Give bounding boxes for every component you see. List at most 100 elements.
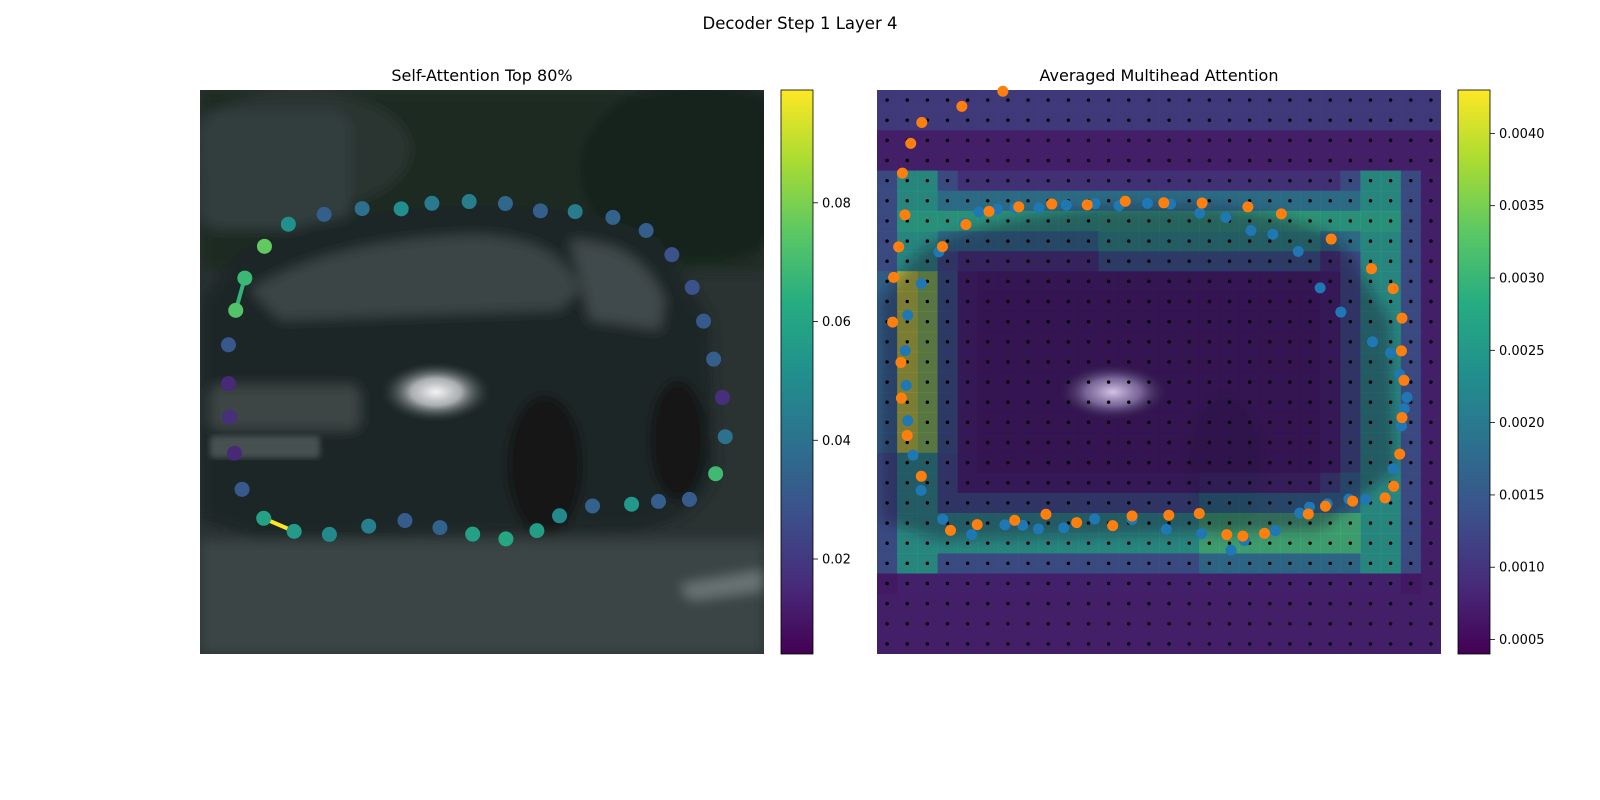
grid-dot <box>1227 279 1232 284</box>
grid-dot <box>1006 98 1010 102</box>
grid-dot <box>1006 400 1010 404</box>
grid-dot <box>1187 400 1191 404</box>
grid-dot <box>1308 340 1312 344</box>
reference-point <box>1387 283 1399 295</box>
grid-dot <box>1106 340 1111 344</box>
grid-dot <box>1066 360 1071 364</box>
grid-dot <box>885 279 889 284</box>
reference-point <box>971 519 983 531</box>
reference-point <box>905 137 917 149</box>
grid-dot <box>1026 561 1030 566</box>
grid-dot <box>965 239 970 243</box>
grid-dot <box>986 259 990 263</box>
grid-dot <box>1409 561 1413 566</box>
grid-dot <box>1227 138 1232 143</box>
reference-point <box>945 524 957 536</box>
grid-dot <box>1207 138 1212 143</box>
grid-dot <box>1207 239 1212 243</box>
grid-dot <box>1006 219 1010 223</box>
grid-dot <box>1268 259 1272 263</box>
grid-dot <box>965 481 970 485</box>
grid-dot <box>1247 481 1252 485</box>
reference-point <box>1009 514 1021 526</box>
grid-dot <box>986 279 990 284</box>
grid-dot <box>1046 219 1050 223</box>
grid-dot <box>945 138 950 143</box>
grid-dot <box>1207 581 1212 586</box>
grid-dot <box>1127 98 1131 102</box>
grid-dot <box>1147 178 1151 183</box>
grid-dot <box>1227 158 1232 163</box>
grid-dot <box>1026 481 1030 485</box>
grid-dot <box>1066 279 1071 284</box>
grid-dot <box>885 481 889 485</box>
attention-point <box>397 513 413 529</box>
reference-point <box>1267 228 1279 240</box>
grid-dot <box>1328 460 1332 465</box>
grid-dot <box>1328 219 1332 223</box>
grid-dot <box>986 460 990 465</box>
grid-dot <box>1227 440 1232 445</box>
grid-dot <box>945 219 950 223</box>
grid-dot <box>1147 138 1151 143</box>
grid-dot <box>1247 340 1252 344</box>
grid-dot <box>945 420 950 425</box>
grid-dot <box>885 420 889 425</box>
grid-dot <box>1147 158 1151 163</box>
grid-dot <box>1086 420 1091 425</box>
grid-dot <box>1026 622 1030 626</box>
grid-dot <box>1348 380 1353 384</box>
reference-point <box>1396 412 1408 424</box>
grid-dot <box>1147 239 1151 243</box>
grid-dot <box>925 380 930 384</box>
grid-dot <box>1247 158 1252 163</box>
grid-dot <box>945 642 950 646</box>
grid-dot <box>945 239 950 243</box>
grid-dot <box>1348 158 1353 163</box>
grid-dot <box>1006 239 1010 243</box>
grid-dot <box>1167 138 1171 143</box>
grid-dot <box>1308 239 1312 243</box>
grid-dot <box>1429 420 1433 425</box>
grid-dot <box>905 98 909 102</box>
grid-dot <box>1268 622 1272 626</box>
right-colorbar-gradient <box>1457 89 1491 655</box>
grid-dot <box>1026 340 1030 344</box>
grid-dot <box>1429 521 1433 525</box>
grid-dot <box>1026 642 1030 646</box>
grid-dot <box>1207 460 1212 465</box>
grid-dot <box>1388 279 1393 284</box>
grid-dot <box>1187 481 1191 485</box>
grid-dot <box>965 440 970 445</box>
grid-dot <box>1147 460 1151 465</box>
grid-dot <box>1268 98 1272 102</box>
grid-dot <box>1046 501 1050 505</box>
grid-dot <box>1026 259 1030 263</box>
grid-dot <box>1167 319 1171 324</box>
grid-dot <box>925 178 930 183</box>
reference-point <box>1292 245 1304 257</box>
series-orange <box>887 85 1410 542</box>
grid-dot <box>1066 460 1071 465</box>
grid-dot <box>1268 360 1272 364</box>
grid-dot <box>1026 98 1030 102</box>
grid-dot <box>925 259 930 263</box>
reference-point <box>1013 201 1025 213</box>
grid-dot <box>1348 138 1353 143</box>
grid-dot <box>925 501 930 505</box>
grid-dot <box>1026 138 1030 143</box>
attention-point <box>361 518 377 534</box>
reference-point <box>902 415 914 427</box>
grid-dot <box>965 340 970 344</box>
grid-dot <box>1046 400 1050 404</box>
grid-dot <box>1308 440 1312 445</box>
grid-dot <box>1368 138 1373 143</box>
reference-point <box>1347 495 1359 507</box>
grid-dot <box>1187 279 1191 284</box>
grid-dot <box>1167 642 1171 646</box>
grid-dot <box>1167 601 1171 606</box>
grid-dot <box>1086 601 1091 606</box>
colorbar-tick-label: 0.0025 <box>1499 344 1545 359</box>
grid-dot <box>885 642 889 646</box>
grid-dot <box>1247 360 1252 364</box>
